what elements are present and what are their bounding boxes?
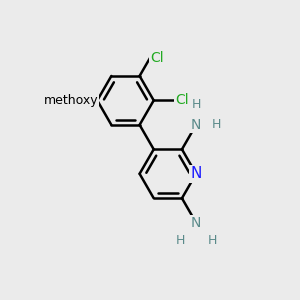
Text: H: H	[176, 234, 185, 247]
Text: N: N	[190, 166, 202, 181]
Text: H: H	[212, 118, 221, 131]
Text: Cl: Cl	[175, 93, 188, 107]
Text: methoxy: methoxy	[44, 94, 98, 107]
Text: N: N	[191, 118, 201, 132]
Text: Cl: Cl	[150, 51, 164, 64]
Text: H: H	[207, 234, 217, 247]
Text: O: O	[64, 93, 74, 107]
Text: N: N	[191, 216, 201, 230]
Text: H: H	[191, 98, 201, 111]
